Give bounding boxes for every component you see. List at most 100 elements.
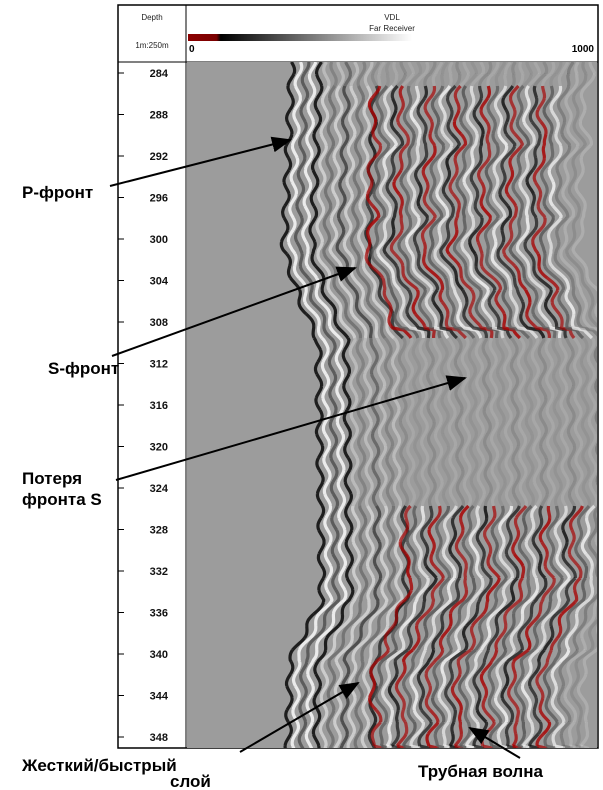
waveform-stripe <box>456 301 463 315</box>
waveform-stripe <box>464 336 470 351</box>
waveform-stripe <box>290 181 299 195</box>
waveform-stripe <box>485 241 490 255</box>
waveform-stripe <box>314 625 327 640</box>
waveform-stripe <box>564 637 571 651</box>
waveform-stripe <box>551 373 560 387</box>
waveform-stripe <box>447 421 453 435</box>
waveform-stripe <box>593 506 597 519</box>
waveform-stripe <box>516 349 525 363</box>
waveform-stripe <box>288 649 294 663</box>
waveform-stripe <box>423 312 433 327</box>
waveform-stripe <box>366 565 375 579</box>
waveform-stripe <box>447 109 454 123</box>
waveform-stripe <box>532 169 539 183</box>
waveform-stripe <box>364 349 372 363</box>
waveform-stripe <box>580 421 588 435</box>
waveform-stripe <box>586 277 597 292</box>
waveform-stripe <box>525 218 530 231</box>
waveform-stripe <box>415 325 431 339</box>
waveform-stripe <box>562 145 572 160</box>
waveform-stripe <box>504 541 512 555</box>
waveform-stripe <box>489 433 496 447</box>
waveform-stripe <box>308 62 318 75</box>
waveform-stripe <box>475 697 482 711</box>
waveform-stripe <box>461 205 467 219</box>
waveform-stripe <box>565 313 570 327</box>
waveform-stripe <box>470 217 476 231</box>
waveform-stripe <box>503 385 513 399</box>
waveform-stripe <box>391 73 399 87</box>
waveform-stripe <box>442 264 453 279</box>
waveform-stripe <box>478 481 486 494</box>
waveform-stripe <box>420 469 427 483</box>
waveform-stripe <box>473 157 483 171</box>
waveform-stripe <box>449 277 457 291</box>
waveform-stripe <box>512 409 520 423</box>
waveform-stripe <box>535 673 541 687</box>
waveform-stripe <box>291 636 306 652</box>
waveform-stripe <box>470 589 483 604</box>
waveform-stripe <box>422 133 428 147</box>
depth-tick-label: 348 <box>150 732 168 744</box>
waveform-stripe <box>492 601 507 616</box>
waveform-stripe <box>575 277 583 291</box>
waveform-stripe <box>316 241 324 255</box>
waveform-stripe <box>377 289 386 304</box>
waveform-stripe <box>384 421 390 435</box>
waveform-stripe <box>475 217 484 232</box>
waveform-stripe <box>405 301 412 315</box>
waveform-stripe <box>386 553 396 567</box>
waveform-stripe <box>475 385 485 399</box>
waveform-stripe <box>389 241 397 256</box>
waveform-stripe <box>357 661 365 675</box>
waveform-stripe <box>536 205 547 219</box>
waveform-stripe <box>497 133 509 147</box>
waveform-stripe <box>431 313 438 327</box>
waveform-stripe <box>519 661 525 675</box>
waveform-stripe <box>387 506 396 519</box>
waveform-stripe <box>382 217 390 231</box>
waveform-stripe <box>389 109 398 123</box>
waveform-stripe <box>546 361 555 375</box>
waveform-stripe <box>589 577 595 591</box>
waveform-stripe <box>556 625 563 639</box>
waveform-stripe <box>531 313 545 328</box>
waveform-stripe <box>338 336 344 351</box>
waveform-stripe <box>447 589 453 603</box>
waveform-stripe <box>469 337 477 351</box>
waveform-stripe <box>316 194 325 207</box>
waveform-stripe <box>468 241 477 255</box>
waveform-stripe <box>520 709 526 723</box>
waveform-stripe <box>377 62 386 75</box>
waveform-stripe <box>565 361 572 375</box>
waveform-stripe <box>353 62 360 75</box>
waveform-stripe <box>349 601 355 614</box>
waveform-stripe <box>567 109 573 123</box>
waveform-stripe <box>358 241 367 255</box>
waveform-stripe <box>549 325 562 339</box>
waveform-stripe <box>498 625 508 639</box>
waveform-stripe <box>563 216 573 230</box>
waveform-stripe <box>363 361 372 375</box>
waveform-stripe <box>458 722 463 735</box>
waveform-stripe <box>570 277 576 291</box>
waveform-stripe <box>380 529 389 543</box>
waveform-stripe <box>407 324 425 338</box>
waveform-stripe <box>468 157 475 171</box>
waveform-stripe <box>428 193 438 208</box>
waveform-stripe <box>542 133 548 147</box>
waveform-stripe <box>392 169 403 183</box>
waveform-stripe <box>302 289 308 303</box>
waveform-stripe <box>398 205 404 219</box>
waveform-stripe <box>330 253 343 267</box>
waveform-stripe <box>570 409 576 423</box>
waveform-stripe <box>375 97 382 111</box>
waveform-stripe <box>558 337 566 351</box>
waveform-stripe <box>335 325 350 339</box>
waveform-stripe <box>512 205 519 219</box>
waveform-stripe <box>557 685 565 699</box>
waveform-stripe <box>351 565 358 579</box>
waveform-stripe <box>352 361 359 375</box>
waveform-stripe <box>565 85 578 99</box>
waveform-stripe <box>554 744 566 748</box>
